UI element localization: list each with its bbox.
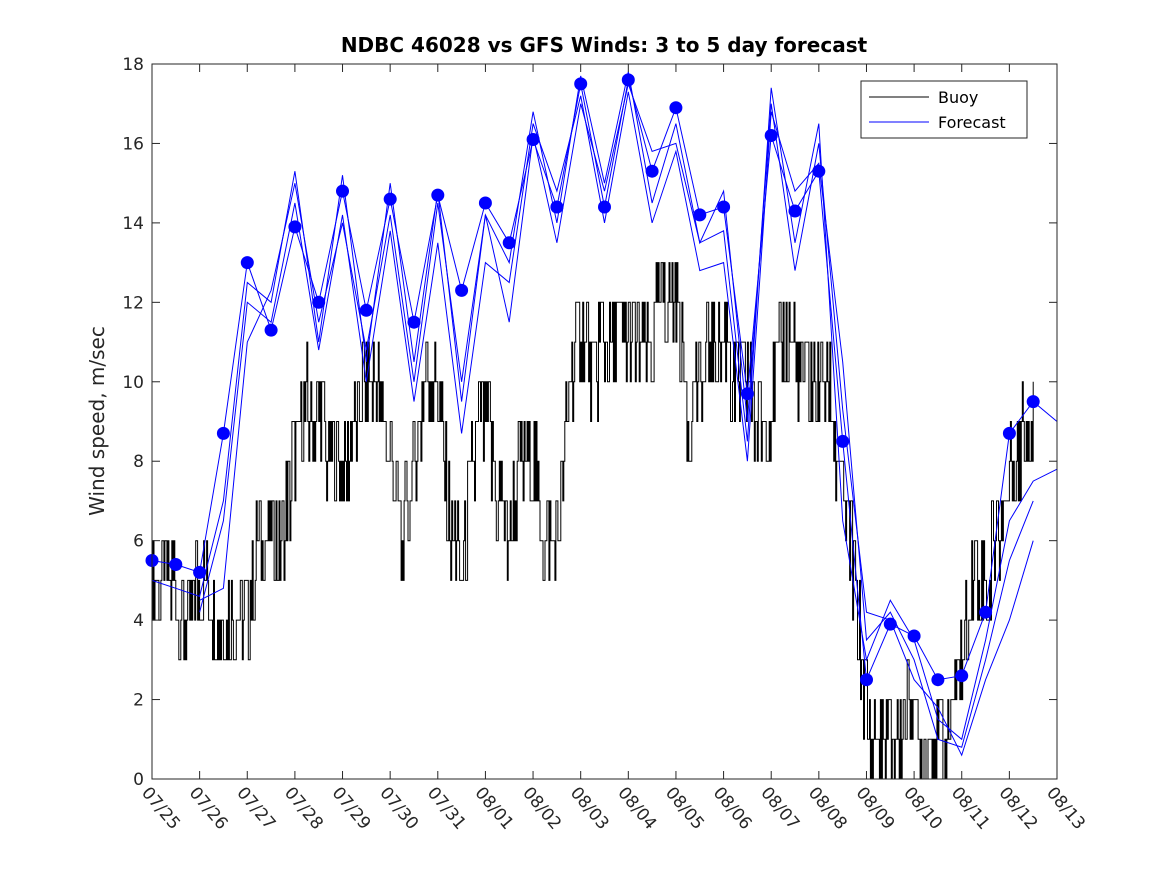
forecast-marker	[359, 303, 373, 317]
forecast-marker	[478, 196, 492, 210]
y-tick-label: 14	[122, 214, 144, 234]
forecast-marker	[979, 605, 993, 619]
forecast-marker	[931, 673, 945, 687]
forecast-marker	[740, 387, 754, 401]
series-forecast-line-4	[199, 82, 1034, 757]
chart-title: NDBC 46028 vs GFS Winds: 3 to 5 day fore…	[341, 33, 868, 57]
forecast-marker	[693, 208, 707, 222]
forecast-marker	[193, 565, 207, 579]
forecast-marker	[1026, 395, 1040, 409]
series-buoy-line	[152, 262, 1034, 780]
y-tick-label: 18	[122, 55, 144, 75]
y-tick-label: 2	[133, 691, 144, 711]
y-tick-label: 6	[133, 532, 144, 552]
forecast-marker	[836, 434, 850, 448]
forecast-marker	[383, 192, 397, 206]
forecast-marker	[264, 323, 278, 337]
forecast-marker	[955, 669, 969, 683]
y-axis-label: Wind speed, m/sec	[85, 326, 109, 516]
forecast-marker	[550, 200, 564, 214]
legend: Buoy Forecast	[860, 80, 1028, 139]
forecast-marker	[312, 295, 326, 309]
forecast-marker	[598, 200, 611, 214]
y-tick-label: 0	[133, 770, 144, 790]
forecast-marker	[883, 617, 897, 631]
axes-box	[151, 63, 1058, 780]
forecast-marker	[288, 220, 302, 234]
forecast-marker	[336, 184, 349, 198]
forecast-marker	[502, 236, 516, 250]
y-tick-label: 16	[122, 134, 144, 154]
plot-area	[145, 64, 1058, 780]
y-tick-label: 10	[122, 373, 144, 393]
legend-label-buoy: Buoy	[938, 88, 978, 107]
forecast-marker	[717, 200, 731, 214]
forecast-marker	[574, 77, 588, 91]
forecast-marker	[240, 256, 254, 270]
forecast-marker	[788, 204, 802, 218]
forecast-marker	[526, 133, 540, 146]
forecast-marker	[645, 164, 659, 178]
forecast-marker	[407, 315, 421, 329]
forecast-marker	[431, 188, 445, 202]
y-tick-label: 4	[133, 611, 144, 631]
forecast-marker	[455, 283, 469, 297]
y-tick-label: 8	[133, 452, 144, 472]
forecast-marker	[860, 673, 873, 687]
forecast-marker	[669, 101, 683, 115]
y-tick-label: 12	[122, 293, 144, 313]
forecast-marker	[812, 164, 826, 178]
forecast-marker	[169, 558, 183, 571]
forecast-marker	[907, 629, 921, 643]
forecast-marker	[216, 426, 230, 440]
forecast-marker	[764, 129, 778, 142]
forecast-marker	[621, 73, 635, 87]
forecast-marker	[1002, 426, 1016, 440]
plot-background	[152, 64, 1057, 779]
legend-box	[860, 80, 1028, 139]
legend-label-forecast: Forecast	[938, 113, 1006, 132]
